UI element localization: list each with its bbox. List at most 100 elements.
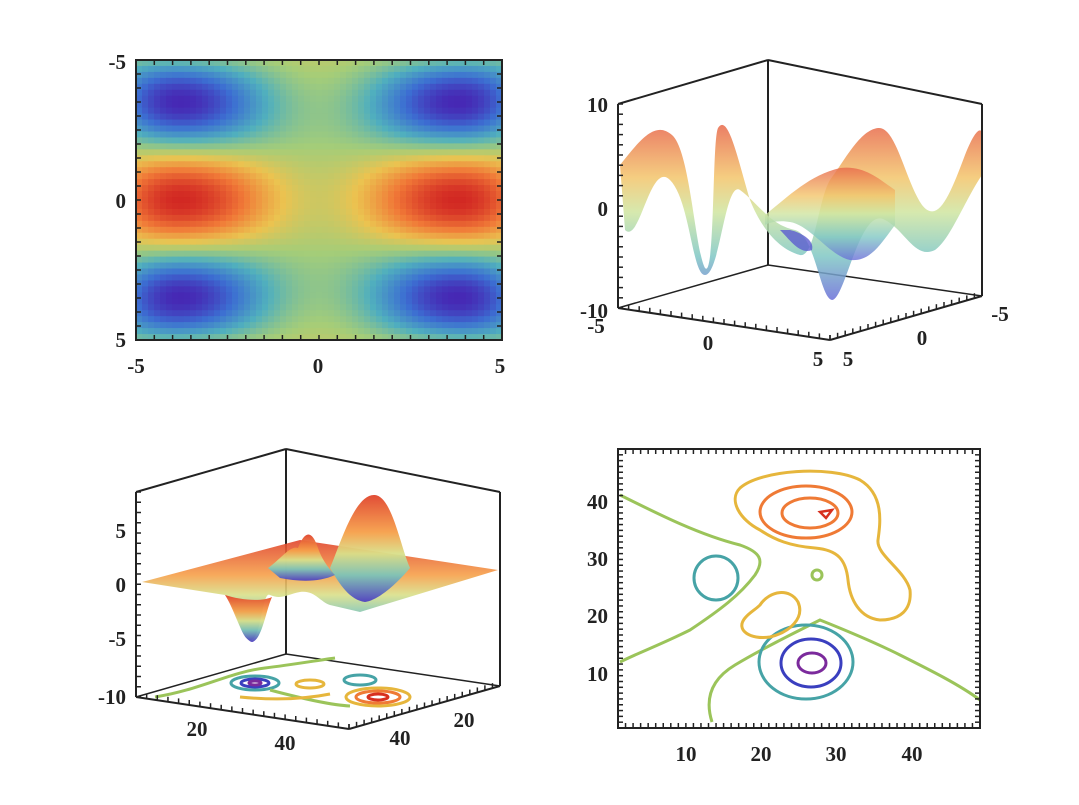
- heatmap-cell: [424, 214, 431, 222]
- heatmap-cell: [430, 77, 437, 85]
- heatmap-cell: [322, 179, 329, 186]
- heatmap-cell: [142, 149, 149, 156]
- heatmap-cell: [496, 328, 503, 335]
- heatmap-cell: [430, 274, 437, 282]
- heatmap-cell: [448, 191, 455, 198]
- heatmap-cell: [442, 310, 449, 317]
- heatmap-cell: [292, 125, 299, 133]
- heatmap-cell: [292, 280, 299, 287]
- heatmap-cell: [448, 60, 455, 67]
- heatmap-cell: [322, 328, 329, 335]
- heatmap-cell: [466, 316, 473, 323]
- heatmap-cell: [154, 65, 161, 73]
- heatmap-cell: [496, 119, 503, 127]
- heatmap-cell: [460, 292, 467, 299]
- heatmap-cell: [136, 268, 143, 276]
- heatmap-cell: [310, 137, 317, 145]
- heatmap-cell: [478, 197, 485, 204]
- heatmap-cell: [400, 143, 407, 150]
- heatmap-cell: [298, 256, 305, 264]
- heatmap-cell: [436, 173, 443, 180]
- heatmap-cell: [304, 179, 311, 186]
- heatmap-cell: [250, 286, 257, 293]
- heatmap-cell: [406, 95, 413, 103]
- heatmap-cell: [292, 208, 299, 216]
- heatmap-cell: [376, 202, 383, 210]
- heatmap-cell: [292, 179, 299, 186]
- heatmap-cell: [280, 149, 287, 156]
- heatmap-cell: [454, 191, 461, 198]
- heatmap-cell: [232, 185, 239, 192]
- surface2-ztick-neg10: -10: [98, 685, 126, 709]
- heatmap-cell: [466, 322, 473, 329]
- heatmap-cell: [184, 179, 191, 186]
- heatmap-cell: [484, 268, 491, 276]
- heatmap-cell: [424, 274, 431, 282]
- heatmap-cell: [136, 167, 143, 174]
- heatmap-cell: [340, 292, 347, 299]
- heatmap-cell: [496, 286, 503, 293]
- heatmap-cell: [496, 268, 503, 276]
- heatmap-cell: [340, 95, 347, 103]
- heatmap-cell: [376, 304, 383, 311]
- heatmap-cell: [334, 220, 341, 228]
- heatmap-cell: [232, 238, 239, 246]
- heatmap-cell: [298, 232, 305, 240]
- heatmap-cell: [394, 119, 401, 127]
- heatmap-cell: [214, 60, 221, 67]
- heatmap-cell: [472, 60, 479, 67]
- heatmap-cell: [268, 274, 275, 282]
- heatmap-cell: [250, 161, 257, 168]
- heatmap-cell: [274, 280, 281, 287]
- heatmap-cell: [280, 256, 287, 264]
- heatmap-cell: [286, 197, 293, 204]
- heatmap-cell: [412, 185, 419, 192]
- heatmap-cell: [274, 226, 281, 234]
- heatmap-cell: [142, 322, 149, 329]
- heatmap-cell: [430, 89, 437, 97]
- heatmap-cell: [244, 185, 251, 192]
- heatmap-cell: [394, 173, 401, 180]
- heatmap-cell: [310, 328, 317, 335]
- heatmap-cell: [214, 220, 221, 228]
- heatmap-cell: [280, 268, 287, 276]
- heatmap-cell: [358, 298, 365, 305]
- heatmap-cell: [148, 304, 155, 311]
- heatmap-cell: [478, 137, 485, 145]
- heatmap-cell: [196, 214, 203, 222]
- heatmap-cell: [484, 161, 491, 168]
- heatmap-cell: [322, 60, 329, 67]
- heatmap-cell: [172, 238, 179, 246]
- heatmap-cell: [178, 220, 185, 228]
- heatmap-cell: [376, 256, 383, 264]
- heatmap-cell: [220, 65, 227, 73]
- heatmap-cell: [220, 250, 227, 258]
- heatmap-cell: [430, 268, 437, 276]
- heatmap-cell: [334, 292, 341, 299]
- heatmap-cell: [340, 268, 347, 276]
- heatmap-cell: [148, 107, 155, 115]
- heatmap-cell: [136, 226, 143, 234]
- heatmap-cell: [262, 89, 269, 97]
- heatmap-cell: [286, 113, 293, 121]
- heatmap-cell: [328, 244, 335, 252]
- heatmap-cell: [154, 286, 161, 293]
- floor-contour: [354, 689, 402, 705]
- heatmap-cell: [172, 125, 179, 133]
- heatmap-cell: [232, 208, 239, 216]
- heatmap-cell: [166, 185, 173, 192]
- heatmap-cell: [382, 280, 389, 287]
- heatmap-cell: [478, 214, 485, 222]
- heatmap-cell: [454, 334, 461, 341]
- heatmap-cell: [394, 286, 401, 293]
- heatmap-cell: [268, 137, 275, 145]
- heatmap-cell: [244, 161, 251, 168]
- heatmap-cell: [328, 77, 335, 85]
- heatmap-cell: [262, 334, 269, 341]
- heatmap-cell: [238, 202, 245, 210]
- heatmap-cell: [262, 232, 269, 240]
- heatmap-cell: [298, 185, 305, 192]
- heatmap-cell: [412, 268, 419, 276]
- heatmap-cell: [442, 280, 449, 287]
- heatmap-cell: [460, 238, 467, 246]
